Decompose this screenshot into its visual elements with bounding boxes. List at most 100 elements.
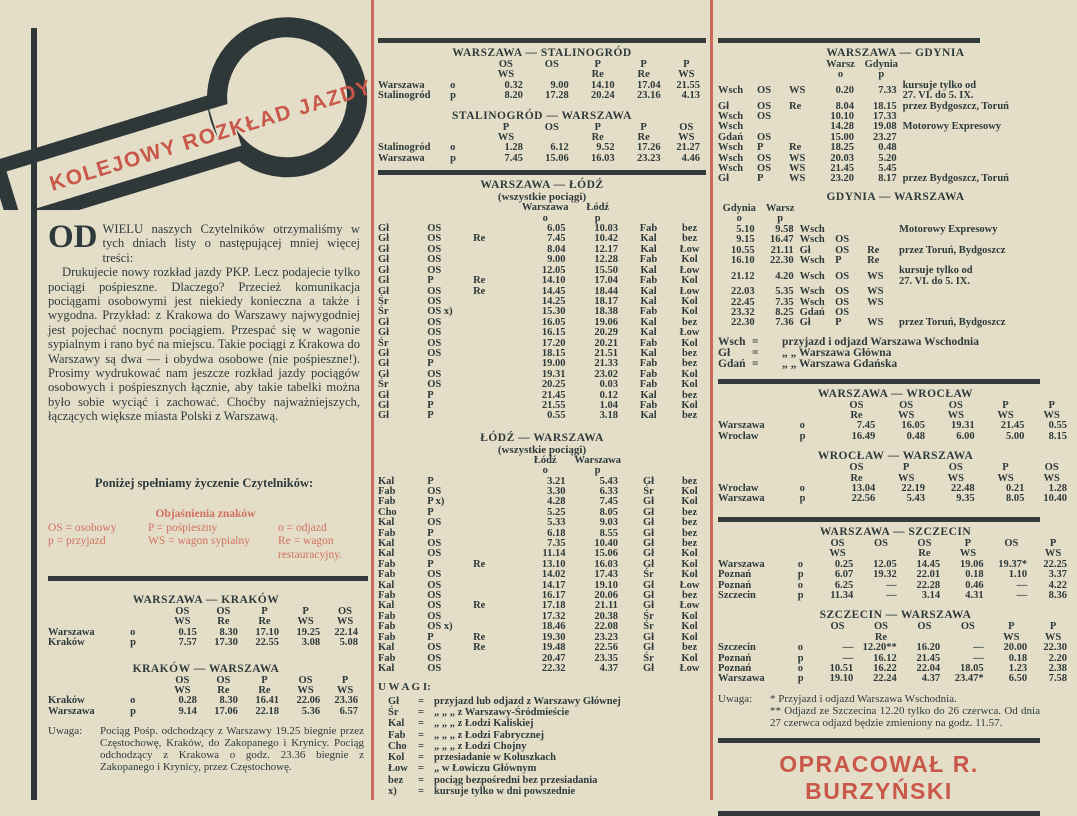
table-cell xyxy=(427,456,473,466)
note-row: Kal = „ „ „ z Łodzi Kaliskiej xyxy=(388,718,698,729)
table-cell: Gł xyxy=(642,506,655,518)
note-cell: Gdań xyxy=(718,358,746,371)
timetable: OS OS P P P WS Re Re WS Warszawa o 0.32 9.00 14.10 17.… xyxy=(378,59,706,102)
table-cell: Gł xyxy=(642,548,655,560)
table-cell: OS xyxy=(175,606,190,617)
table-cell: 7.45 xyxy=(599,496,618,508)
note-cell: = xyxy=(418,752,424,764)
table-cell: 12.05 xyxy=(541,264,566,276)
table-cell xyxy=(427,203,473,213)
table-cell: 7.33 xyxy=(878,85,897,97)
table-cell: 3.18 xyxy=(599,410,618,422)
table-cell: 5.35 xyxy=(775,286,794,298)
table-cell: OS xyxy=(849,399,864,411)
table-cell: P xyxy=(502,121,510,133)
table-cell: 23.35 xyxy=(594,652,618,664)
table-cell: Kraków xyxy=(48,637,85,649)
table-cell: OS xyxy=(948,399,963,411)
table-cell: Re xyxy=(473,275,486,287)
table-cell xyxy=(473,349,519,359)
note-text: Pociąg Pośp. odchodzący z Warszawy 19.25… xyxy=(100,725,364,774)
table-cell: 5.43 xyxy=(906,493,925,505)
table-cell: 4.46 xyxy=(681,152,700,164)
table-cell: Re xyxy=(473,631,486,643)
note-row: Łow = „ w Łowiczu Głównym xyxy=(388,763,698,774)
timetable: Warszawa Łódź o p Gł OS 6.05 10.03 Fab bez Gł OS Re 7… xyxy=(378,202,706,422)
table-cell: P xyxy=(1048,399,1055,411)
table-cell xyxy=(673,203,706,213)
table-cell: 6.50 xyxy=(1008,673,1028,685)
table-cell: Gdynia xyxy=(864,59,898,70)
table-cell: OS xyxy=(757,131,772,143)
table-cell: 17.28 xyxy=(545,90,569,102)
table-cell: Fab xyxy=(378,496,396,508)
table-cell: Warsz xyxy=(765,202,795,214)
table-cell: Gł xyxy=(718,100,730,112)
table-row: Gł P 21.45 0.12 Kal bez xyxy=(378,389,706,401)
table-cell: Kol xyxy=(681,486,698,497)
table-cell: Wsch xyxy=(799,296,825,308)
table-cell: OS xyxy=(1044,462,1059,474)
table-cell xyxy=(450,70,483,80)
table-row: Kraków p 7.57 17.30 22.55 3.08 5.08 xyxy=(48,637,364,649)
table-cell: 0.21 xyxy=(1005,483,1025,495)
table-cell: 22.18 xyxy=(255,705,279,717)
table-cell: Kal xyxy=(640,389,657,401)
table-cell: P xyxy=(640,121,647,133)
table-cell: 22.28 xyxy=(916,579,941,591)
table-cell: 6.12 xyxy=(550,142,569,154)
table-cell: OS xyxy=(757,85,772,97)
timetable: OS OS OS P P Re WS WS WS WS Warszawa o 7.45 16.05 19.3… xyxy=(718,399,1073,443)
table-row: Kal P 3.21 5.43 Gł bez xyxy=(378,476,706,487)
table-cell: 8.04 xyxy=(547,243,566,255)
table-cell xyxy=(473,581,519,591)
table-cell: Łow xyxy=(679,600,700,612)
note-row: Gdań = „ „ Warszawa Gdańska xyxy=(718,358,1073,371)
note-cell: „ „ „ z Łodzi Fabrycznej xyxy=(434,729,544,741)
table-cell: przez Bydgoszcz, Toruń xyxy=(902,173,1010,185)
table-cell: Warsz xyxy=(826,59,855,70)
table-cell: Kal xyxy=(378,662,395,674)
table-cell: o xyxy=(542,465,548,477)
table-cell xyxy=(473,539,519,549)
table-cell: Wsch xyxy=(799,234,825,246)
table-cell: OS xyxy=(917,621,932,633)
table-cell: Re xyxy=(217,616,230,628)
table-cell: 17.10 xyxy=(255,626,279,638)
table-cell: 17.30 xyxy=(214,637,238,649)
table-cell: OS xyxy=(427,517,442,529)
table-cell: 9.52 xyxy=(596,142,615,154)
table-cell: OS xyxy=(757,152,772,164)
table-cell: 21.45 xyxy=(830,163,854,175)
note-cell: „ „ „ z Łodzi Chojny xyxy=(434,740,527,752)
table-cell: 10.40 xyxy=(594,538,618,550)
table-cell: 0.15 xyxy=(178,626,197,638)
table-cell: 10.55 xyxy=(730,244,755,256)
table-cell: Fab xyxy=(378,527,396,539)
table-cell: 16.05 xyxy=(901,420,925,432)
table-cell: Łow xyxy=(679,579,700,591)
table-cell: Kal xyxy=(640,316,657,328)
note-row: bez = pociąg bezpośredni bez przesiadania xyxy=(388,775,698,786)
table-cell: Fab xyxy=(639,254,658,266)
timetable: OS OS P P OS WS Re Re WS WS Warszawa o 0.15 8.30 17.10… xyxy=(48,606,364,649)
table-row: Poznań o 10.51 16.22 22.04 18.05 1.23 2.38 xyxy=(718,663,1073,674)
table-cell: Gł xyxy=(642,662,655,674)
table-cell: Łódź xyxy=(533,454,557,466)
table-cell: 10.40 xyxy=(1043,493,1067,505)
table-cell: OS xyxy=(427,662,442,674)
note-cell: Gł xyxy=(388,695,400,707)
table-cell: 22.01 xyxy=(916,569,941,581)
author-signature: OPRACOWAŁ R. BURZYŃSKI xyxy=(779,750,979,804)
table-cell: P xyxy=(683,59,690,70)
table-cell: 16.10 xyxy=(730,254,755,266)
table-cell: Kal xyxy=(378,642,395,654)
table-cell: 5.25 xyxy=(547,506,566,518)
table-cell: 9.14 xyxy=(178,705,197,717)
table-cell xyxy=(427,466,473,476)
table-cell: 23.47* xyxy=(954,673,984,685)
table-cell: WS xyxy=(897,472,915,484)
note-row: Cho = „ „ „ z Łodzi Chojny xyxy=(388,741,698,752)
